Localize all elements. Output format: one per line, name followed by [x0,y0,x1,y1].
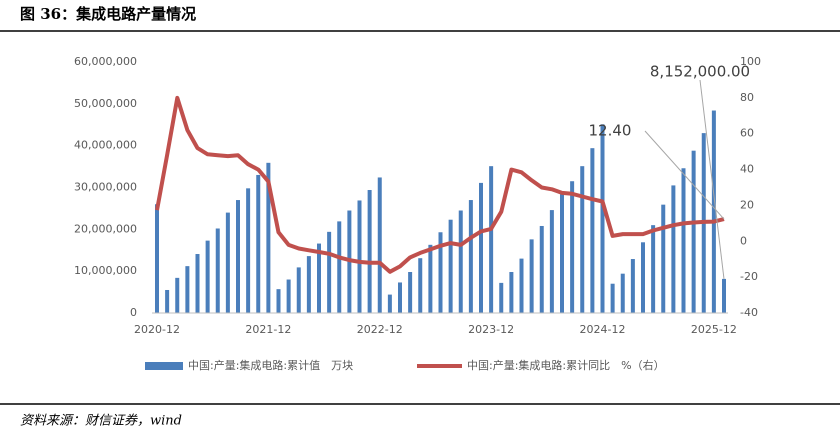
y2-tick-label: -40 [740,306,758,319]
legend-label: 中国:产量:集成电路:累计同比 %（右） [467,358,665,372]
chart-title: 图 36：集成电路产量情况 [20,5,196,23]
line [155,95,725,274]
source: 资料来源：财信证券，wind [20,414,182,429]
bar [479,182,483,313]
y-tick-label: 60,000,000 [74,55,137,68]
bar [539,225,544,313]
y2-tick-label: 100 [740,55,761,68]
data-label: 8,152,000.00 [650,63,750,81]
data-label: 12.40 [589,122,632,140]
bar [620,273,625,313]
bar [519,258,524,313]
bar [246,188,251,313]
bar [398,282,402,313]
bar [711,110,716,313]
y2-tick-label: 80 [740,91,754,104]
y-tick-label: 0 [130,306,137,319]
bar [428,244,433,313]
bar [570,181,575,313]
y2-tick-label: -20 [740,270,758,283]
bar [276,289,281,313]
bar [549,210,554,313]
bar [590,148,595,313]
bar [448,219,453,313]
bar [610,283,615,313]
bar [337,221,342,313]
y2-tick-label: 20 [740,198,754,211]
bar [671,185,676,313]
x-tick-label: 2021-12 [245,323,291,336]
bar [509,272,514,313]
bar [499,282,504,313]
bar [691,150,696,313]
bar [205,240,210,313]
legend-label: 中国:产量:集成电路:累计值 万块 [188,358,353,372]
bar [195,254,200,313]
x-tick-label: 2024-12 [580,323,626,336]
leader-line [699,79,725,279]
bar [185,266,190,313]
legend-swatch [145,362,183,370]
bar [225,212,230,313]
y2-tick-label: 0 [740,234,747,247]
bar [306,256,311,313]
x-tick-label: 2020-12 [134,323,180,336]
bar [641,242,645,313]
y2-tick-label: 40 [740,163,754,176]
bar [175,277,180,313]
bar [560,194,564,313]
bar [327,231,332,313]
bar [367,190,372,313]
bar [256,174,261,313]
y-tick-label: 30,000,000 [74,181,137,194]
x-tick-label: 2022-12 [357,323,403,336]
bar [165,289,170,313]
bar [468,200,473,313]
y-tick-label: 10,000,000 [74,264,137,277]
y2-tick-label: 60 [740,127,754,140]
bar [155,204,159,313]
y-tick-label: 40,000,000 [74,139,137,152]
bar [529,239,534,313]
bar [215,228,220,313]
bar [377,177,382,313]
bar [722,278,726,313]
bar [489,166,494,313]
x-tick-label: 2023-12 [468,323,514,336]
bar [357,200,362,313]
bar [236,200,240,313]
bar [408,272,413,313]
bar [630,259,635,313]
bar [387,294,392,313]
bar [681,168,686,313]
bar [317,243,321,313]
y-tick-label: 50,000,000 [74,97,137,110]
leader-line [644,130,725,220]
bar [418,258,423,313]
x-tick-label: 2025-12 [691,323,737,336]
y-tick-label: 20,000,000 [74,222,137,235]
bar [266,162,271,313]
bar [580,166,585,313]
bar [438,232,443,313]
bar [286,279,291,313]
bar [600,124,605,313]
bar [651,225,656,313]
bar [296,267,301,313]
bar [458,210,463,313]
bar [661,204,666,313]
